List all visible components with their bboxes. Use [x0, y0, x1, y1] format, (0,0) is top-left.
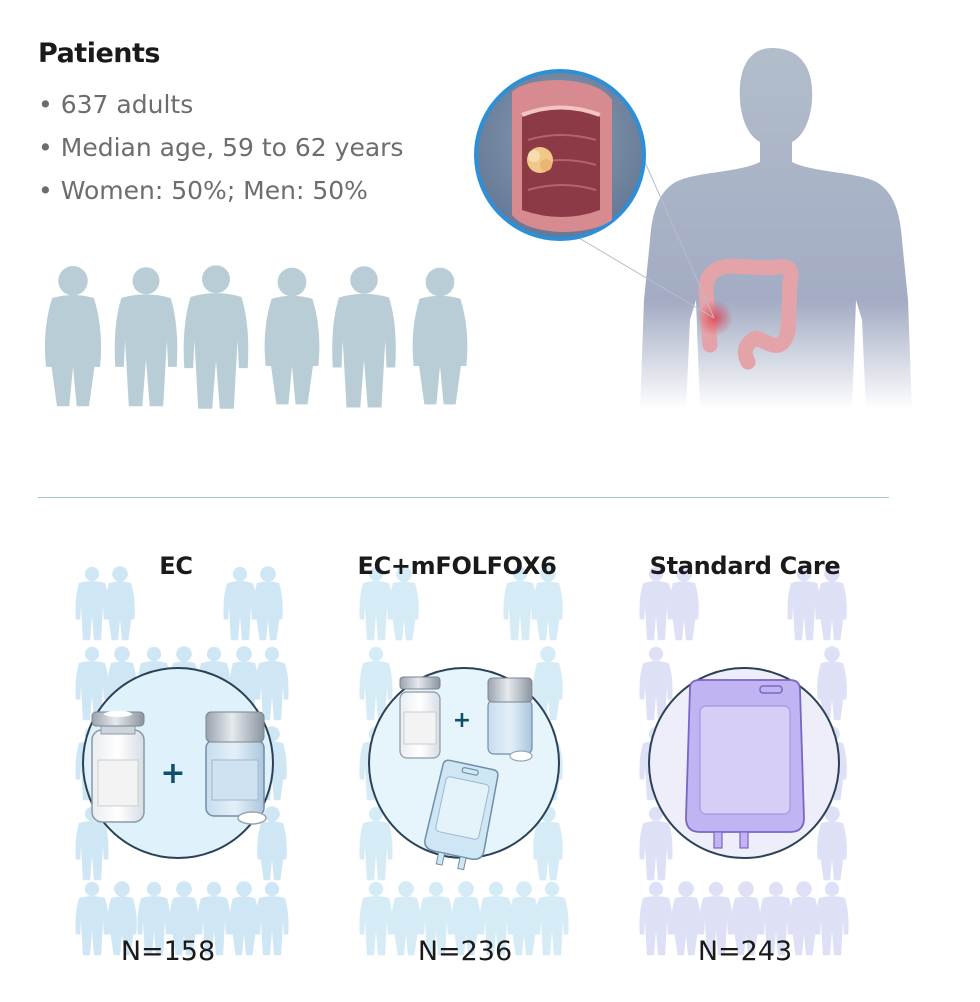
patient-silhouettes — [44, 265, 468, 409]
arm-standard-care-illustration — [639, 566, 849, 956]
arm-ec-mfolfox6-label: EC+mFOLFOX6 — [357, 552, 557, 580]
section-divider — [38, 497, 889, 498]
patient-characteristics-list: 637 adults Median age, 59 to 62 years Wo… — [38, 88, 404, 217]
bullet-median-age: Median age, 59 to 62 years — [38, 131, 404, 174]
tumor-inset-magnifier — [474, 69, 646, 241]
arm-standard-care-label: Standard Care — [649, 552, 841, 580]
ec-plus-icon: + — [160, 756, 185, 791]
arm-ec-mfolfox6-count: N=236 — [417, 936, 513, 967]
mfolfox-vial-icon — [399, 676, 441, 759]
arm-ec-count: N=158 — [120, 936, 216, 967]
patients-title: Patients — [38, 38, 160, 69]
standard-care-iv-bag-icon — [685, 679, 805, 849]
bullet-count: 637 adults — [38, 88, 403, 131]
arm-ec-label: EC — [159, 552, 193, 580]
bullet-sex: Women: 50%; Men: 50% — [38, 174, 403, 217]
arm-ec-illustration: + — [75, 566, 289, 956]
mfolfox-plus-icon: + — [453, 708, 471, 733]
ec-vial-icon — [91, 711, 145, 823]
arm-ec-mfolfox6-illustration: + — [359, 566, 569, 956]
ec-bottle-icon — [205, 711, 267, 825]
man-with-colon-illustration — [474, 48, 912, 410]
arm-standard-care-count: N=243 — [697, 936, 793, 967]
mfolfox-iv-bag-icon — [424, 759, 499, 871]
mfolfox-bottle-icon — [487, 677, 533, 762]
colon-icon — [698, 258, 799, 370]
